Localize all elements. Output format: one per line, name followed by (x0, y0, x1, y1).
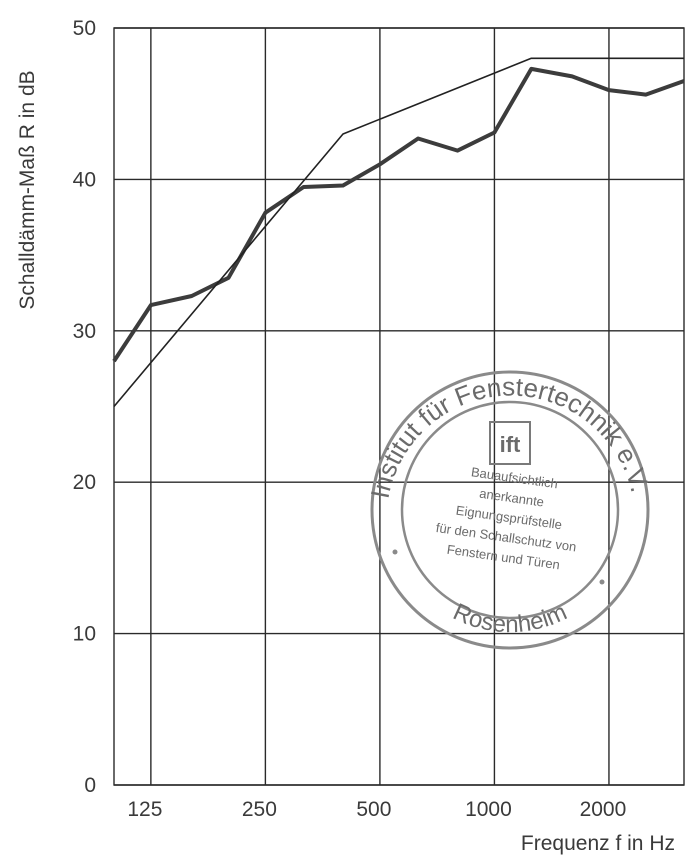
x-tick-label: 500 (356, 798, 391, 821)
stamp-logo-box (489, 421, 531, 465)
y-tick-label: 10 (73, 623, 96, 646)
stamp-dot (599, 579, 605, 585)
y-tick-label: 50 (73, 17, 96, 40)
tick-labels: 0 10 20 30 40 50 125 250 500 1000 2000 (73, 17, 627, 821)
y-tick-label: 30 (73, 320, 96, 343)
stamp-bottom-text: Rosenheim (449, 598, 571, 638)
x-tick-label: 250 (242, 798, 277, 821)
measured-curve (112, 66, 685, 363)
x-tick-label: 2000 (580, 798, 627, 821)
stamp-outer-ring (370, 370, 650, 650)
y-tick-label: 40 (73, 168, 96, 191)
grid-lines (113, 27, 685, 786)
reference-curve (113, 57, 684, 408)
stamp-dot (392, 549, 398, 555)
stamp-inner-ring (400, 400, 620, 620)
certification-stamp: Institut für Fenstertechnik e.V.Rosenhei… (365, 370, 655, 650)
data-series (112, 57, 685, 408)
x-tick-label: 1000 (465, 798, 512, 821)
stamp-logo: ift (500, 432, 521, 457)
y-axis-title: Schalldämm-Maß R in dB (16, 70, 39, 309)
y-tick-label: 20 (73, 471, 96, 494)
x-axis-title: Frequenz f in Hz (521, 832, 675, 855)
x-tick-label: 125 (127, 798, 162, 821)
y-tick-label: 0 (84, 774, 96, 797)
